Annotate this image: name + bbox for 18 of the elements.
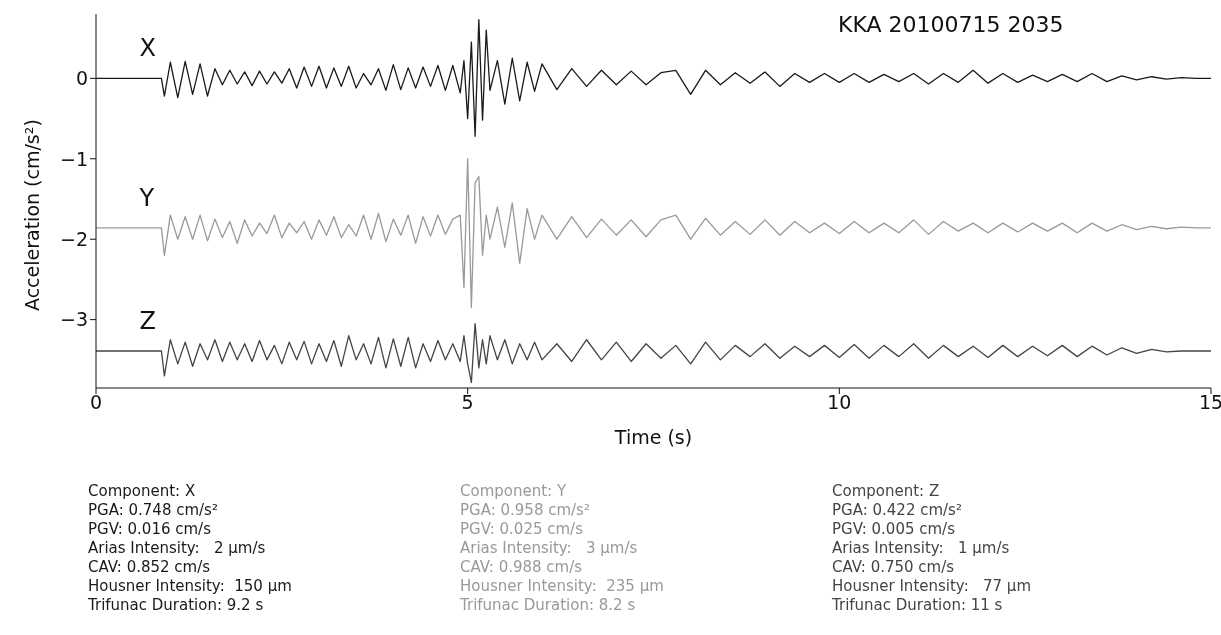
x-tick-label: 0 (89, 391, 103, 414)
x-tick-label: 5 (461, 391, 474, 414)
x-tick-label: 10 (827, 391, 852, 414)
x-tick-label: 15 (1198, 391, 1221, 414)
chart-title: KKA 20100715 2035 (838, 12, 1064, 37)
series-label: Y (138, 183, 155, 212)
x-axis-title: Time (s) (613, 426, 693, 448)
y-tick-label: −1 (59, 147, 88, 170)
y-tick-label: −2 (59, 227, 88, 250)
text: Component: Z PGA: 0.422 cm/s² PGV: 0.005 cm/s Arias Intensity: 1 µm/s CAV: 0.750 cm/s Housner Intensity: 77 µm Trifunac Duration: 11 s (832, 482, 1032, 615)
y-axis-title: Acceleration (cm/s²) (20, 119, 43, 311)
series-label: Z (139, 307, 156, 335)
series-label: X (139, 34, 156, 63)
y-tick-label: 0 (75, 67, 88, 90)
line-series (96, 158, 1211, 309)
text: Component: X PGA: 0.748 cm/s² PGV: 0.016 cm/s Arias Intensity: 2 µm/s CAV: 0.852 cm/s Housner Intensity: 150 µm Trifunac Duration: 9.2 s (88, 482, 293, 615)
y-tick-label: −3 (59, 308, 88, 331)
text: Component: Y PGA: 0.958 cm/s² PGV: 0.025 cm/s Arias Intensity: 3 µm/s CAV: 0.988 cm/s Housner Intensity: 235 µm Trifunac Duration: 8.2 s (460, 482, 665, 615)
